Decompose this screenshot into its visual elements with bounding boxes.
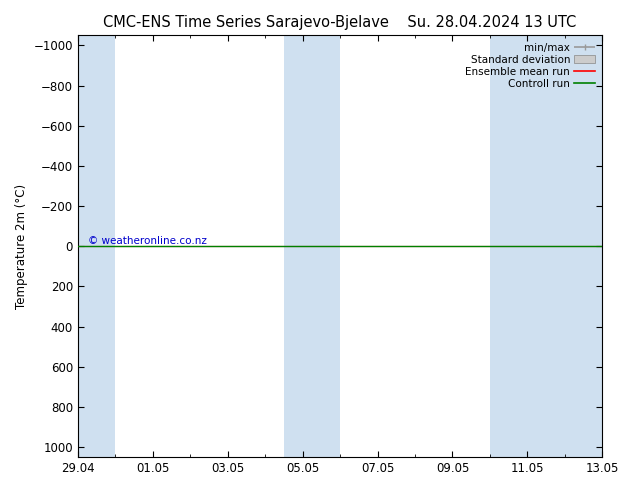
Text: © weatheronline.co.nz: © weatheronline.co.nz	[88, 236, 207, 246]
Title: CMC-ENS Time Series Sarajevo-Bjelave    Su. 28.04.2024 13 UTC: CMC-ENS Time Series Sarajevo-Bjelave Su.…	[103, 15, 577, 30]
Bar	[284, 35, 340, 457]
Y-axis label: Temperature 2m (°C): Temperature 2m (°C)	[15, 184, 28, 309]
Bar	[78, 35, 115, 457]
Bar	[490, 35, 602, 457]
Legend: min/max, Standard deviation, Ensemble mean run, Controll run: min/max, Standard deviation, Ensemble me…	[463, 41, 597, 91]
